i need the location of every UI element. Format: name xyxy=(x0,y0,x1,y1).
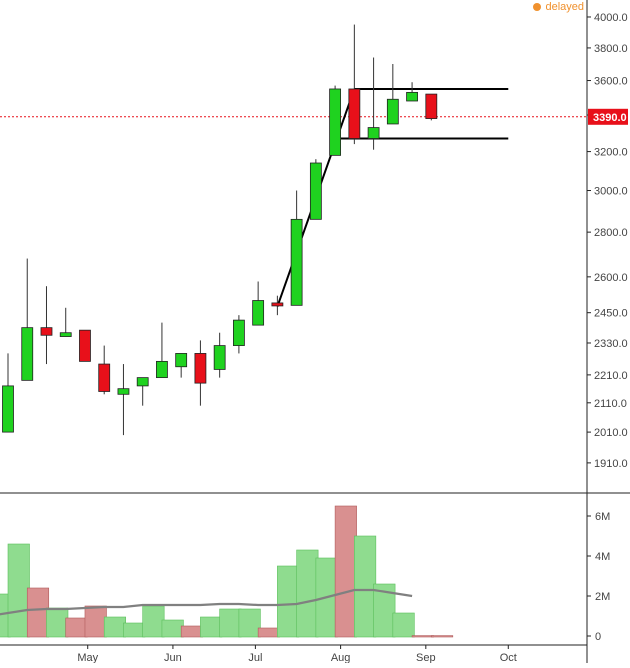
candle-body xyxy=(156,360,168,379)
volume-bar xyxy=(257,627,280,638)
volume-bar xyxy=(103,616,127,638)
candle-body xyxy=(213,345,226,370)
volume-bar xyxy=(84,605,107,638)
candle-body xyxy=(40,327,53,336)
volume-moving-average xyxy=(0,588,413,616)
candle-body xyxy=(290,218,303,306)
price-tick-label: 2800.0 xyxy=(594,227,628,239)
time-tick-label: Jun xyxy=(164,652,182,663)
volume-bar xyxy=(431,635,454,638)
last-price-label: 3390.0 xyxy=(593,112,627,124)
volume-bar xyxy=(180,625,203,638)
price-tick-label: 3200.0 xyxy=(594,147,628,159)
volume-bar xyxy=(123,622,146,638)
moving-average-line xyxy=(0,588,413,616)
candle-body xyxy=(329,88,342,156)
candle-body xyxy=(232,319,245,346)
volume-bar xyxy=(142,605,165,638)
price-tick-label: 3800.0 xyxy=(594,43,628,55)
volume-tick-label: 2M xyxy=(595,591,610,603)
candle-body xyxy=(271,302,284,307)
volume-bar xyxy=(411,635,434,638)
volume-bar xyxy=(277,565,300,638)
candle-body xyxy=(175,353,188,368)
candle-body xyxy=(98,363,111,392)
volume-bars xyxy=(0,505,454,638)
time-tick-label: May xyxy=(77,652,98,663)
candle-body xyxy=(348,88,361,139)
price-tick-label: 1910.0 xyxy=(594,458,628,470)
candlesticks xyxy=(2,24,438,436)
candle-body xyxy=(309,162,322,220)
volume-bar xyxy=(373,583,396,638)
volume-bar xyxy=(26,587,50,638)
volume-bar xyxy=(392,612,415,638)
price-tick-label: 2330.0 xyxy=(594,338,628,350)
volume-bar xyxy=(7,543,30,638)
time-axis: May Jun Jul Aug Sep Oct xyxy=(0,644,587,664)
candle-body xyxy=(252,300,265,326)
price-tick-label: 2600.0 xyxy=(594,272,628,284)
candle-body xyxy=(117,388,130,395)
volume-bar xyxy=(161,619,184,638)
volume-axis: 0 2M 4M 6M xyxy=(587,511,610,643)
candle-body xyxy=(2,385,14,433)
last-price-tag: 3390.0 xyxy=(588,108,628,125)
candle-body xyxy=(59,332,72,337)
delayed-status: delayed xyxy=(533,0,584,14)
volume-bar xyxy=(334,505,357,638)
time-tick-label: Aug xyxy=(331,652,351,663)
price-tick-label: 2110.0 xyxy=(594,398,627,410)
candle-body xyxy=(79,329,91,362)
price-tick-label: 3600.0 xyxy=(594,76,628,88)
price-tick-label: 4000.0 xyxy=(594,12,628,24)
candle-body xyxy=(136,377,149,387)
candle-body xyxy=(21,327,34,381)
price-tick-label: 2450.0 xyxy=(594,308,628,320)
volume-tick-label: 4M xyxy=(595,551,610,563)
volume-bar xyxy=(200,616,223,638)
volume-bar xyxy=(238,608,261,638)
delayed-label: delayed xyxy=(545,1,584,13)
time-tick-label: Oct xyxy=(500,652,517,663)
candle-body xyxy=(406,91,418,102)
price-tick-label: 2210.0 xyxy=(594,370,628,382)
candle-body xyxy=(425,93,438,119)
candle-body xyxy=(194,353,207,384)
time-tick-label: Jul xyxy=(248,652,262,663)
price-tick-label: 2010.0 xyxy=(594,427,628,439)
candle-body xyxy=(386,98,399,125)
last-price-tag-box xyxy=(588,108,628,125)
time-tick-label: Sep xyxy=(416,652,436,663)
volume-tick-label: 0 xyxy=(595,631,601,643)
status-dot-icon xyxy=(533,3,542,11)
price-tick-label: 3000.0 xyxy=(594,186,628,198)
volume-bar xyxy=(46,607,69,638)
volume-tick-label: 6M xyxy=(595,511,610,523)
volume-bar xyxy=(296,549,319,638)
volume-bar xyxy=(219,608,242,638)
candle-body xyxy=(367,127,380,139)
volume-bar xyxy=(354,535,377,638)
volume-bar xyxy=(65,617,88,638)
